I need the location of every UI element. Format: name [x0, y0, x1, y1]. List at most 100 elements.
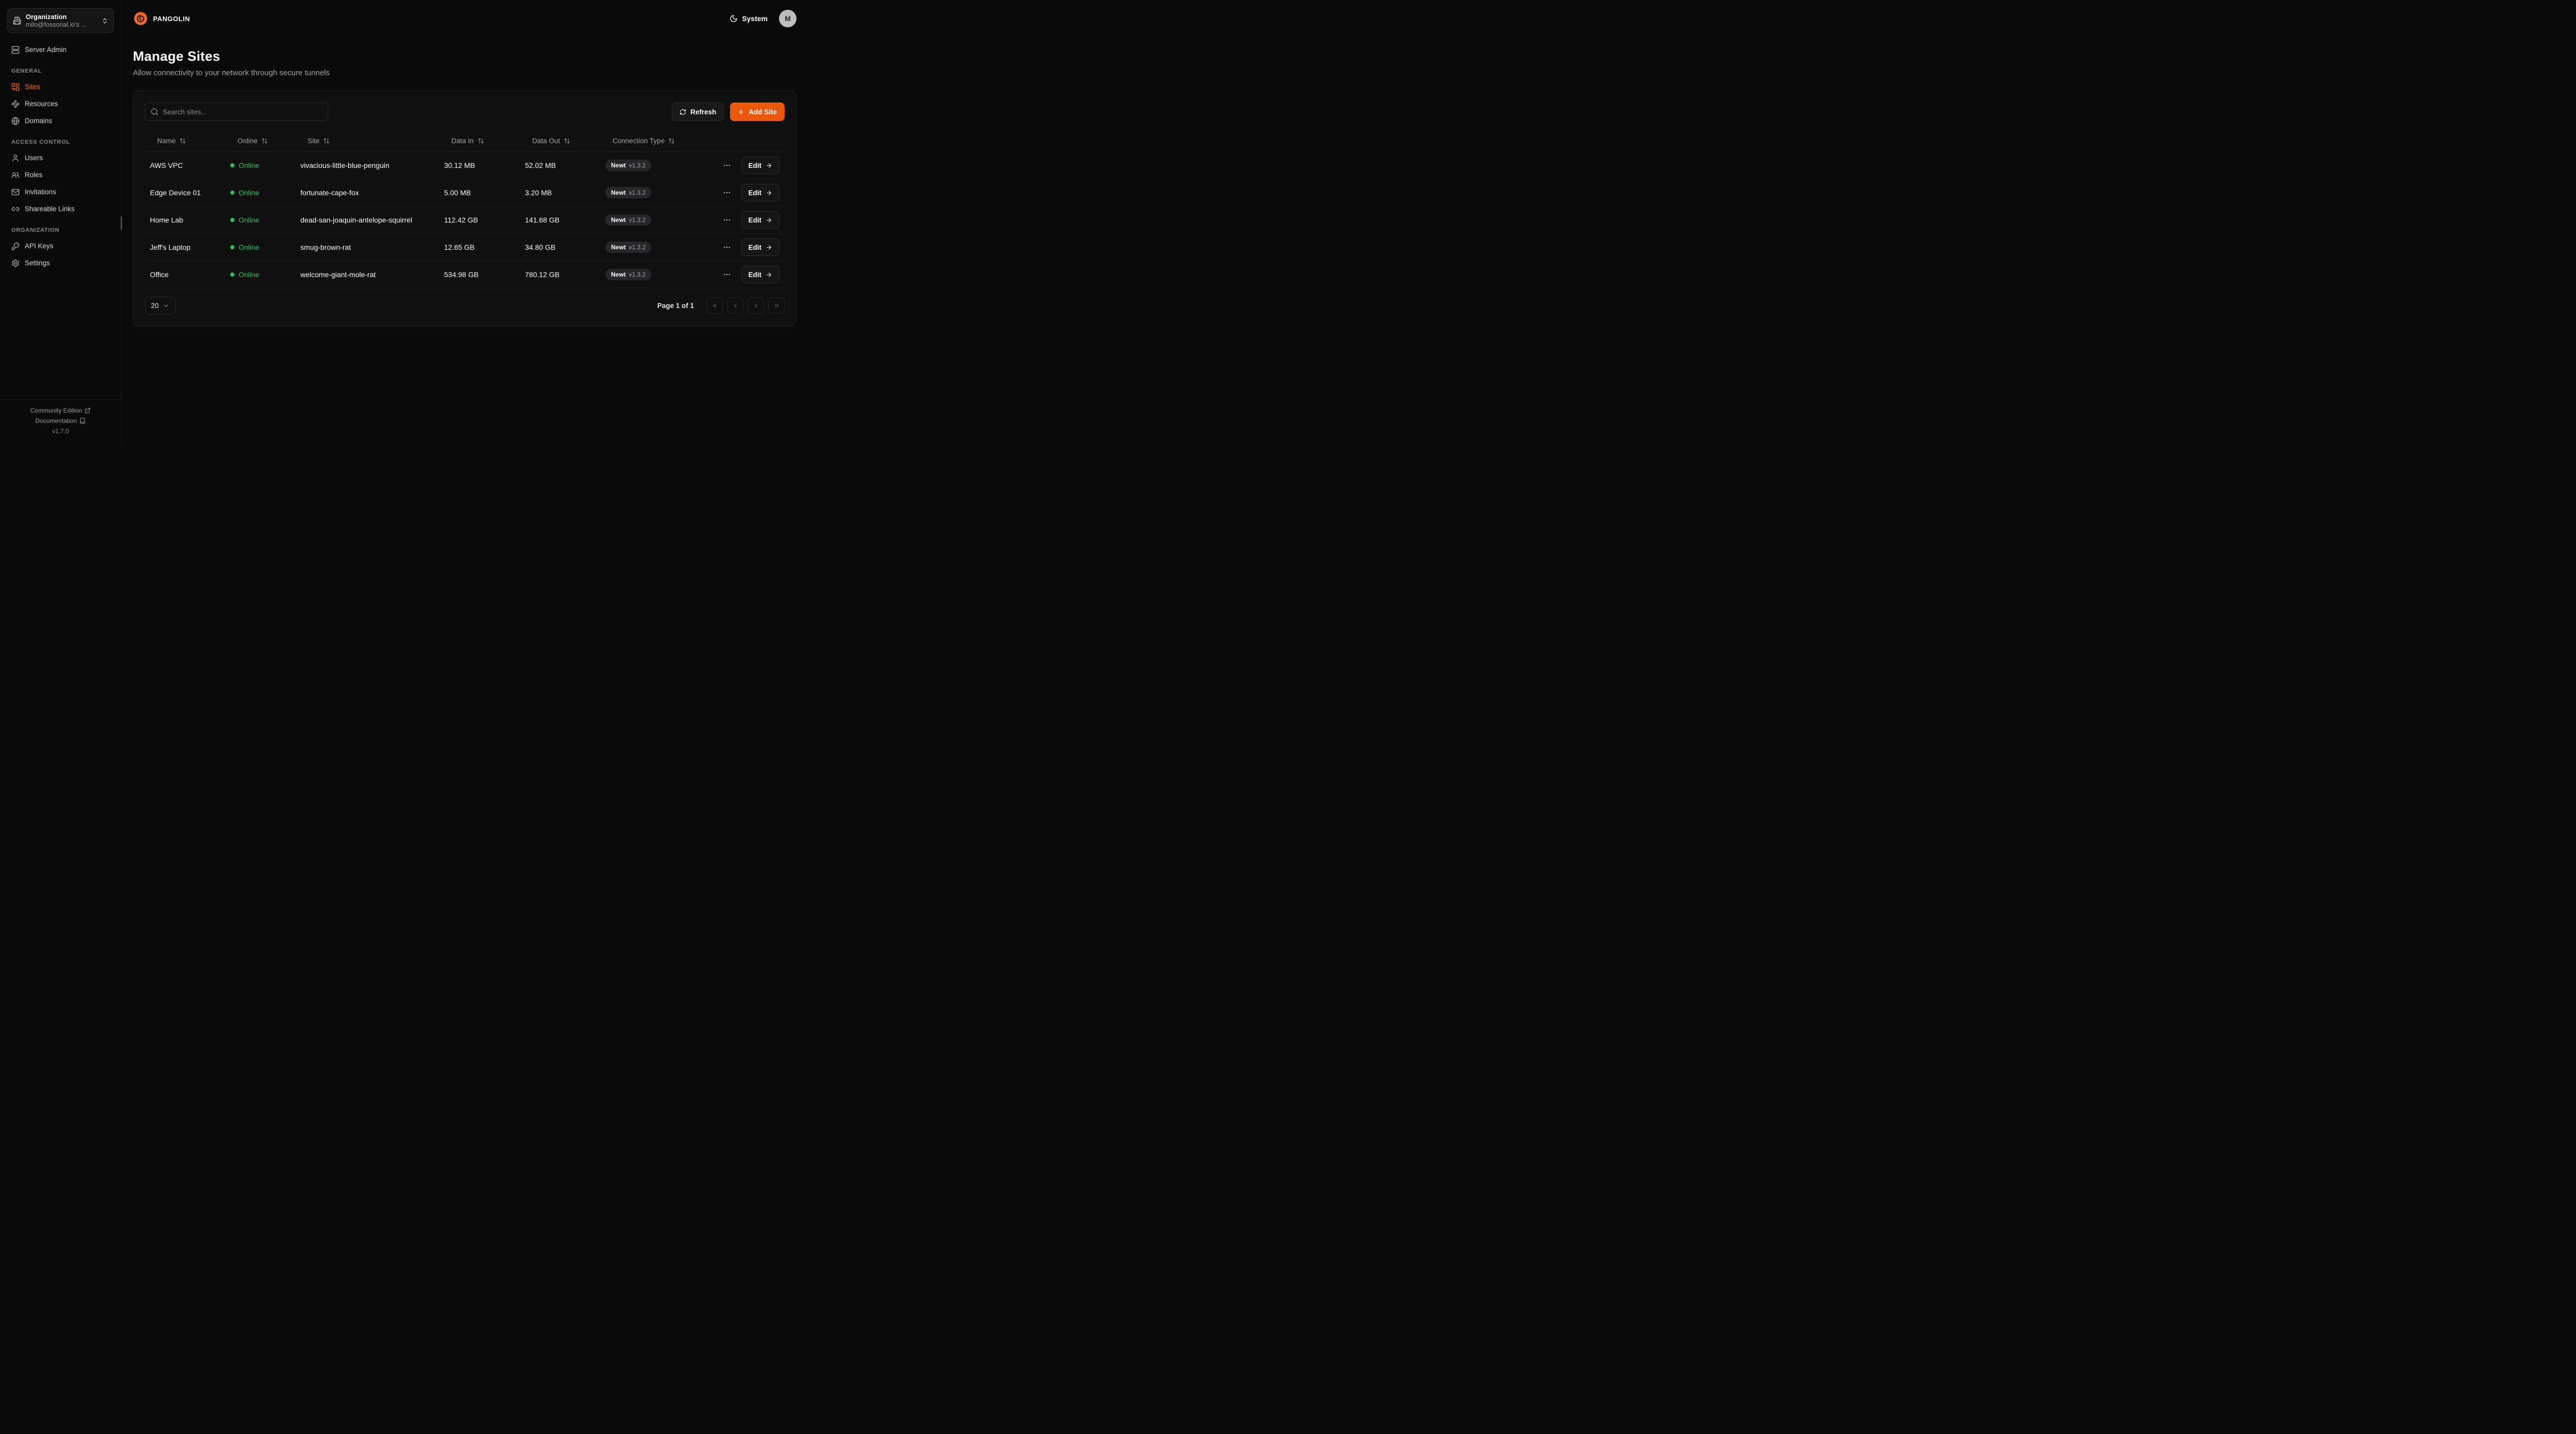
- online-dot: [230, 218, 234, 222]
- last-page-button[interactable]: [768, 297, 785, 314]
- first-page-button[interactable]: [706, 297, 723, 314]
- edit-label: Edit: [748, 243, 762, 251]
- row-actions: Edit: [721, 157, 779, 174]
- sidebar-item-domains[interactable]: Domains: [7, 113, 114, 129]
- row-actions: Edit: [721, 266, 779, 283]
- sidebar-item-users[interactable]: Users: [7, 150, 114, 166]
- data-in-value: 30.12 MB: [444, 161, 475, 169]
- site-slug: dead-san-joaquin-antelope-squirrel: [300, 216, 413, 224]
- brand-name: PANGOLIN: [153, 14, 190, 23]
- app-root: Organization milo@fossorial.io's ... Ser…: [0, 0, 808, 443]
- user-avatar[interactable]: M: [779, 10, 796, 27]
- mail-icon: [11, 189, 20, 196]
- edit-button[interactable]: Edit: [741, 266, 779, 283]
- data-in-value: 12.65 GB: [444, 243, 475, 251]
- sidebar-item-invitations[interactable]: Invitations: [7, 184, 114, 200]
- row-menu-button[interactable]: [721, 159, 733, 172]
- row-actions: Edit: [721, 211, 779, 229]
- connection-type-cell: Newt v1.3.2: [605, 214, 721, 226]
- edit-label: Edit: [748, 216, 762, 224]
- arrow-right-icon: [767, 217, 771, 223]
- edit-label: Edit: [748, 161, 762, 169]
- documentation-label: Documentation: [35, 417, 77, 424]
- pagination-controls: Page 1 of 1: [657, 297, 785, 314]
- column-header-online[interactable]: Online: [230, 137, 300, 145]
- sites-icon: [11, 83, 20, 91]
- sidebar-nav: Server Admin GENERAL Sites Resources Dom…: [7, 42, 114, 271]
- table-row: AWS VPC Online vivacious-little-blue-pen…: [145, 152, 785, 179]
- connection-type-cell: Newt v1.3.2: [605, 187, 721, 198]
- chevrons-up-down-icon: [103, 18, 107, 23]
- add-site-button[interactable]: Add Site: [730, 103, 785, 121]
- column-header-site[interactable]: Site: [300, 137, 444, 145]
- sidebar-resize-handle[interactable]: [121, 216, 122, 230]
- connection-name: Newt: [611, 271, 626, 278]
- data-out-value: 3.20 MB: [525, 189, 552, 197]
- search-icon: [151, 108, 158, 115]
- sidebar-item-settings[interactable]: Settings: [7, 255, 114, 271]
- edit-button[interactable]: Edit: [741, 238, 779, 256]
- column-label: Online: [238, 137, 258, 145]
- previous-page-button[interactable]: [727, 297, 743, 314]
- brand: PANGOLIN: [133, 11, 190, 26]
- data-out-value: 52.02 MB: [525, 161, 556, 169]
- sidebar-item-api-keys[interactable]: API Keys: [7, 238, 114, 254]
- column-header-name[interactable]: Name: [150, 137, 230, 145]
- edit-button[interactable]: Edit: [741, 184, 779, 201]
- status-label: Online: [239, 270, 260, 279]
- sidebar-item-shareable-links[interactable]: Shareable Links: [7, 201, 114, 217]
- key-icon: [11, 242, 20, 250]
- arrow-right-icon: [767, 163, 771, 168]
- sidebar-item-label: Users: [25, 154, 43, 162]
- sidebar-item-sites[interactable]: Sites: [7, 79, 114, 95]
- section-title-organization: ORGANIZATION: [11, 227, 60, 234]
- arrow-right-icon: [767, 190, 771, 195]
- card-toolbar: Refresh Add Site: [145, 103, 785, 121]
- page-size-select[interactable]: 20: [145, 297, 176, 314]
- org-selector[interactable]: Organization milo@fossorial.io's ...: [7, 8, 114, 33]
- sort-icon: [180, 138, 185, 144]
- sidebar-item-server-admin[interactable]: Server Admin: [7, 42, 114, 58]
- column-header-data-in[interactable]: Data In: [444, 137, 525, 145]
- chevron-left-icon: [734, 303, 737, 308]
- sidebar-content: Organization milo@fossorial.io's ... Ser…: [0, 0, 121, 399]
- ellipsis-icon: [723, 192, 730, 194]
- theme-toggle-button[interactable]: System: [727, 11, 770, 26]
- sidebar-item-label: Sites: [25, 83, 41, 91]
- status-label: Online: [239, 189, 260, 197]
- edit-button[interactable]: Edit: [741, 157, 779, 174]
- connection-version: v1.3.2: [629, 189, 646, 196]
- edit-button[interactable]: Edit: [741, 211, 779, 229]
- chevron-right-icon: [754, 303, 757, 308]
- sidebar-item-label: Invitations: [25, 188, 56, 196]
- refresh-button[interactable]: Refresh: [671, 103, 724, 121]
- next-page-button[interactable]: [748, 297, 764, 314]
- theme-label: System: [742, 14, 768, 23]
- sidebar-item-roles[interactable]: Roles: [7, 167, 114, 183]
- row-menu-button[interactable]: [721, 268, 733, 281]
- community-edition-label: Community Edition: [30, 407, 82, 414]
- column-label: Connection Type: [613, 137, 665, 145]
- column-header-data-out[interactable]: Data Out: [525, 137, 605, 145]
- connection-version: v1.3.2: [629, 244, 646, 251]
- row-menu-button[interactable]: [721, 241, 733, 253]
- connection-name: Newt: [611, 162, 626, 169]
- site-name: Office: [150, 270, 169, 279]
- chevrons-left-icon: [713, 303, 717, 308]
- search-input[interactable]: [145, 103, 328, 121]
- connection-name: Newt: [611, 216, 626, 224]
- edit-label: Edit: [748, 270, 762, 279]
- documentation-link[interactable]: Documentation: [5, 416, 116, 426]
- sidebar-item-resources[interactable]: Resources: [7, 96, 114, 112]
- server-icon: [11, 46, 20, 54]
- community-edition-link[interactable]: Community Edition: [5, 405, 116, 416]
- sidebar-item-label: Settings: [25, 259, 50, 267]
- row-menu-button[interactable]: [721, 214, 733, 226]
- row-menu-button[interactable]: [721, 186, 733, 199]
- site-name: Edge Device 01: [150, 189, 201, 197]
- sort-icon: [564, 138, 570, 144]
- refresh-icon: [680, 109, 686, 115]
- column-header-connection-type[interactable]: Connection Type: [605, 137, 772, 145]
- page-info: Page 1 of 1: [657, 301, 694, 310]
- site-slug: fortunate-cape-fox: [300, 189, 359, 197]
